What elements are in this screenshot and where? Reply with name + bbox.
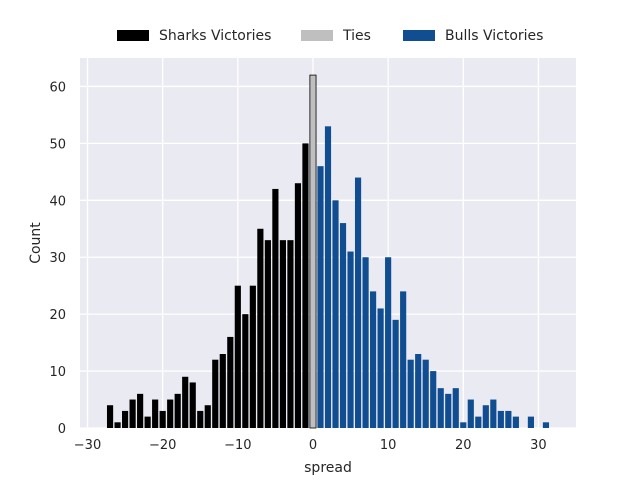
bar xyxy=(339,223,347,428)
bar xyxy=(167,399,174,428)
y-tick-label: 20 xyxy=(49,308,66,323)
bar xyxy=(294,183,302,428)
bar xyxy=(204,405,211,428)
bar xyxy=(272,188,279,428)
bar xyxy=(317,166,324,428)
x-tick-label: 0 xyxy=(309,438,317,453)
bar xyxy=(279,240,286,428)
bar xyxy=(174,393,181,428)
bar xyxy=(415,354,422,428)
bar xyxy=(152,399,159,428)
bar xyxy=(490,399,497,428)
bar xyxy=(505,410,512,428)
bar xyxy=(257,228,264,428)
bar xyxy=(542,422,550,428)
y-axis-label: Count xyxy=(28,222,44,264)
bar xyxy=(422,359,429,428)
bar xyxy=(122,410,129,428)
bar xyxy=(370,291,377,428)
legend-swatch-ties xyxy=(301,30,333,41)
bar xyxy=(467,399,474,428)
y-tick-label: 60 xyxy=(49,80,66,95)
bar xyxy=(242,314,249,428)
x-tick-label: −10 xyxy=(224,438,251,453)
bar xyxy=(309,74,317,429)
bar xyxy=(129,399,136,428)
legend-label-bulls: Bulls Victories xyxy=(445,28,543,44)
x-axis-label: spread xyxy=(304,460,352,476)
y-tick-labels: 0 10 20 30 40 50 60 xyxy=(49,80,66,437)
x-tick-label: 10 xyxy=(380,438,397,453)
bar xyxy=(197,410,204,428)
y-tick-label: 40 xyxy=(49,194,66,209)
bar xyxy=(106,405,114,428)
x-tick-label: 30 xyxy=(530,438,547,453)
bar xyxy=(219,354,226,428)
legend: Sharks Victories Ties Bulls Victories xyxy=(117,28,543,44)
bar xyxy=(324,126,332,429)
bar xyxy=(249,285,256,428)
bars xyxy=(106,74,550,429)
bar xyxy=(445,393,452,428)
bar xyxy=(227,336,234,428)
bar xyxy=(385,257,392,428)
bar xyxy=(137,393,144,428)
x-tick-label: 20 xyxy=(455,438,472,453)
bar xyxy=(347,251,354,428)
bar xyxy=(354,177,362,428)
bar xyxy=(144,416,151,428)
bar xyxy=(475,416,482,428)
bar xyxy=(114,422,121,428)
bar xyxy=(437,388,444,428)
legend-swatch-bulls xyxy=(403,30,435,41)
bar xyxy=(212,359,219,428)
bar xyxy=(234,285,241,428)
bar xyxy=(452,388,459,428)
x-tick-labels: −30 −20 −10 0 10 20 30 xyxy=(74,438,547,453)
bar xyxy=(527,416,534,428)
bar xyxy=(512,416,519,428)
bar xyxy=(400,291,407,428)
bar xyxy=(460,422,467,428)
bar xyxy=(287,240,294,428)
legend-label-sharks: Sharks Victories xyxy=(159,28,271,44)
bar xyxy=(407,359,414,428)
bar xyxy=(182,376,189,428)
bar xyxy=(392,319,399,428)
legend-swatch-sharks xyxy=(117,30,149,41)
bar xyxy=(430,371,437,428)
x-tick-label: −30 xyxy=(74,438,101,453)
bar xyxy=(332,200,339,428)
bar xyxy=(264,240,271,428)
y-tick-label: 50 xyxy=(49,137,66,152)
y-tick-label: 0 xyxy=(58,422,66,437)
y-tick-label: 30 xyxy=(49,251,66,266)
bar xyxy=(362,257,369,428)
bar xyxy=(377,308,384,428)
bar xyxy=(189,382,196,428)
y-tick-label: 10 xyxy=(49,365,66,380)
bar xyxy=(159,410,166,428)
bar xyxy=(482,405,489,428)
legend-label-ties: Ties xyxy=(342,28,371,44)
bar xyxy=(497,410,504,428)
x-tick-label: −20 xyxy=(149,438,176,453)
bar xyxy=(302,143,309,428)
